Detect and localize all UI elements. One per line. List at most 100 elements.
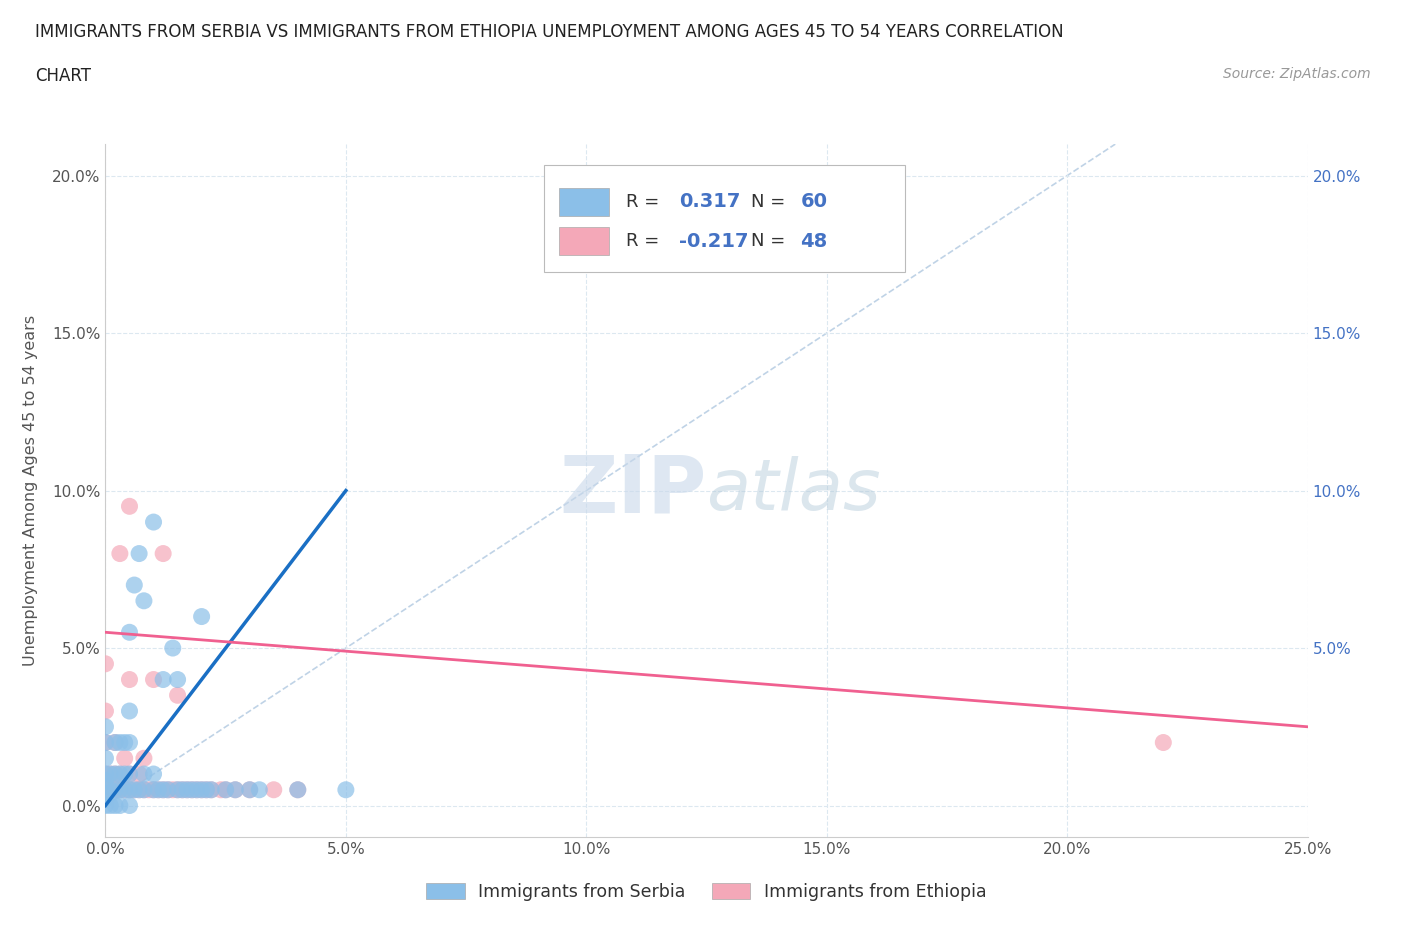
Point (124, 782, 146, 797)
Text: R =: R = (626, 232, 659, 250)
Point (104, 766, 127, 781)
Point (1152, 735, 1174, 750)
Point (128, 546, 150, 561)
Point (156, 782, 179, 797)
Point (152, 672, 174, 687)
Point (152, 782, 174, 797)
Point (166, 782, 188, 797)
Point (94, 735, 117, 750)
Point (224, 782, 246, 797)
Point (186, 782, 208, 797)
Point (114, 751, 136, 765)
Point (142, 766, 165, 781)
Point (94, 786, 117, 801)
Point (114, 766, 136, 781)
Point (108, 798, 131, 813)
Point (104, 782, 127, 797)
Point (128, 766, 150, 781)
Point (118, 766, 141, 781)
Point (239, 782, 262, 797)
Point (162, 782, 184, 797)
Text: -0.217: -0.217 (679, 232, 748, 251)
Bar (558, 188, 609, 216)
Point (94, 791, 117, 806)
Point (263, 782, 285, 797)
Point (108, 766, 131, 781)
Point (224, 782, 246, 797)
Point (142, 782, 165, 797)
Text: atlas: atlas (707, 456, 882, 525)
Point (176, 782, 198, 797)
Point (239, 782, 262, 797)
Point (172, 782, 194, 797)
Point (104, 782, 127, 797)
Point (98, 766, 121, 781)
Point (181, 782, 204, 797)
Point (152, 782, 174, 797)
Point (94, 657, 117, 671)
Point (94, 773, 117, 788)
Point (142, 514, 165, 529)
Point (142, 672, 165, 687)
Point (108, 546, 131, 561)
Point (247, 782, 270, 797)
Point (148, 782, 170, 797)
Point (195, 782, 218, 797)
Point (190, 782, 212, 797)
Point (186, 782, 208, 797)
Point (104, 798, 127, 813)
Legend: Immigrants from Serbia, Immigrants from Ethiopia: Immigrants from Serbia, Immigrants from … (419, 876, 994, 908)
Point (132, 593, 155, 608)
Point (114, 782, 136, 797)
Text: 60: 60 (800, 193, 827, 211)
Point (94, 779, 117, 794)
Point (118, 498, 141, 513)
Point (94, 766, 117, 781)
Point (148, 782, 170, 797)
Point (209, 782, 232, 797)
Point (128, 782, 150, 797)
Point (94, 798, 117, 813)
Point (118, 625, 141, 640)
Point (172, 782, 194, 797)
Point (98, 766, 121, 781)
Point (166, 782, 188, 797)
Point (176, 782, 198, 797)
Text: N =: N = (751, 232, 785, 250)
Point (94, 719, 117, 734)
Point (190, 609, 212, 624)
Bar (558, 227, 609, 255)
Point (128, 782, 150, 797)
Point (118, 798, 141, 813)
Point (94, 751, 117, 765)
Text: ZIP: ZIP (560, 452, 707, 529)
Point (104, 766, 127, 781)
Point (195, 782, 218, 797)
Point (118, 782, 141, 797)
Point (108, 766, 131, 781)
Point (152, 546, 174, 561)
Point (98, 782, 121, 797)
Point (190, 782, 212, 797)
Point (114, 735, 136, 750)
Point (98, 798, 121, 813)
Point (94, 735, 117, 750)
Text: 48: 48 (800, 232, 828, 251)
Point (124, 782, 146, 797)
Point (138, 782, 160, 797)
Point (200, 782, 222, 797)
Point (287, 782, 309, 797)
Text: Source: ZipAtlas.com: Source: ZipAtlas.com (1223, 67, 1371, 81)
Point (214, 782, 236, 797)
Point (94, 704, 117, 719)
Point (200, 782, 222, 797)
Point (118, 735, 141, 750)
Point (181, 782, 204, 797)
Point (118, 766, 141, 781)
Point (335, 782, 357, 797)
Text: R =: R = (626, 193, 659, 211)
Point (94, 782, 117, 797)
Point (118, 672, 141, 687)
Point (98, 782, 121, 797)
Point (118, 782, 141, 797)
